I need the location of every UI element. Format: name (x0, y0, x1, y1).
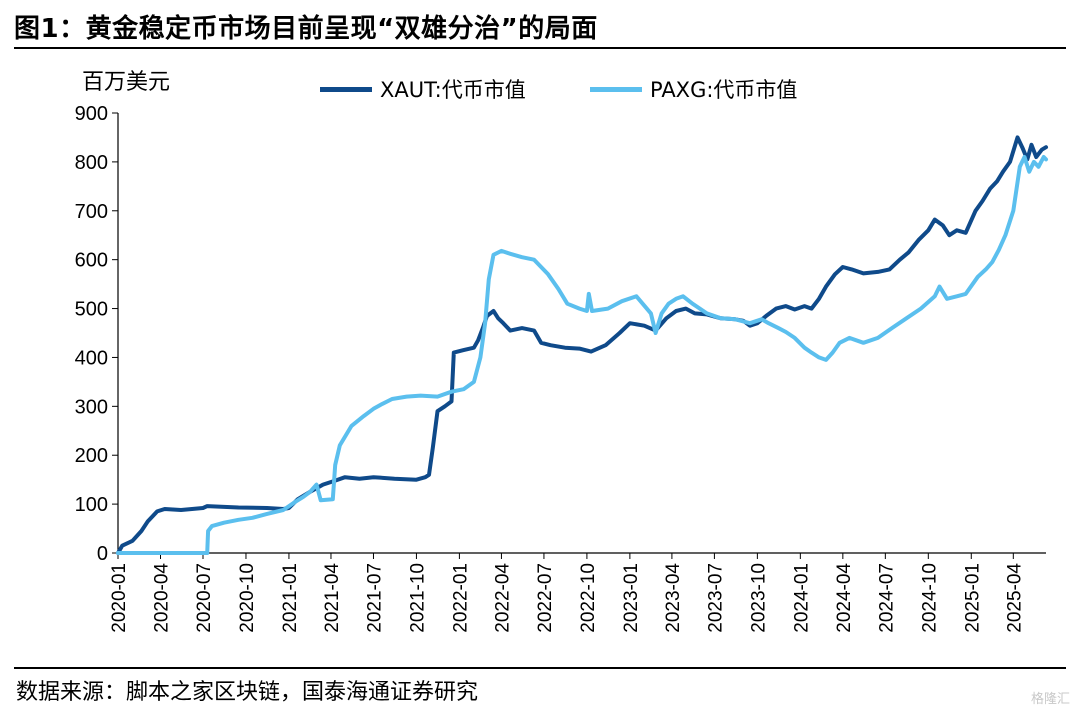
x-tick-label: 2022-01 (450, 563, 471, 633)
y-tick-label: 700 (75, 201, 108, 223)
legend-label-xaut: XAUT:代币市值 (380, 78, 526, 102)
x-tick-label: 2021-10 (407, 563, 428, 633)
x-tick-label: 2020-04 (152, 563, 173, 633)
y-tick-label: 300 (75, 396, 108, 418)
y-tick-label: 900 (75, 103, 108, 125)
data-source-note: 数据来源：脚本之家区块链，国泰海通证券研究 (16, 680, 479, 705)
y-tick-label: 200 (75, 445, 108, 467)
x-tick-label: 2020-01 (109, 563, 130, 633)
x-tick-label: 2021-01 (280, 563, 301, 633)
chart-title: 图1：黄金稳定币市场目前呈现“双雄分治”的局面 (14, 14, 598, 44)
legend-item-xaut: XAUT:代币市值 (320, 74, 526, 104)
legend-swatch-xaut (320, 86, 372, 92)
y-tick-label: 500 (75, 299, 108, 321)
y-tick-label: 600 (75, 250, 108, 272)
x-tick-label: 2022-04 (492, 563, 513, 633)
y-tick-label: 800 (75, 152, 108, 174)
x-tick-label: 2025-01 (962, 563, 983, 633)
series-line-xaut (116, 135, 1048, 555)
watermark: 格隆汇 (1030, 692, 1070, 707)
x-tick-label: 2022-10 (578, 563, 599, 633)
y-tick-label: 100 (75, 494, 108, 516)
series-line-paxg (116, 155, 1048, 555)
x-tick-label: 2021-07 (364, 563, 385, 633)
x-tick-label: 2025-04 (1004, 563, 1025, 633)
x-tick-label: 2021-04 (322, 563, 343, 633)
title-divider (14, 47, 1066, 49)
x-tick-label: 2024-04 (834, 563, 855, 633)
x-tick-label: 2023-10 (748, 563, 769, 633)
x-tick-label: 2024-10 (919, 563, 940, 633)
x-tick-label: 2022-07 (535, 563, 556, 633)
x-tick-label: 2023-04 (663, 563, 684, 633)
y-tick-label: 400 (75, 347, 108, 369)
y-tick-label: 0 (97, 543, 108, 565)
x-tick-label: 2023-01 (621, 563, 642, 633)
x-tick-label: 2020-07 (194, 563, 215, 633)
x-tick-label: 2024-01 (791, 563, 812, 633)
legend-label-paxg: PAXG:代币市值 (650, 78, 798, 102)
y-axis-unit-label: 百万美元 (82, 70, 171, 95)
footer-divider (14, 667, 1066, 669)
x-tick-label: 2024-07 (876, 563, 897, 633)
x-tick-label: 2023-07 (705, 563, 726, 633)
legend-item-paxg: PAXG:代币市值 (590, 74, 797, 104)
x-tick-label: 2020-10 (237, 563, 258, 633)
legend-swatch-paxg (590, 86, 642, 92)
